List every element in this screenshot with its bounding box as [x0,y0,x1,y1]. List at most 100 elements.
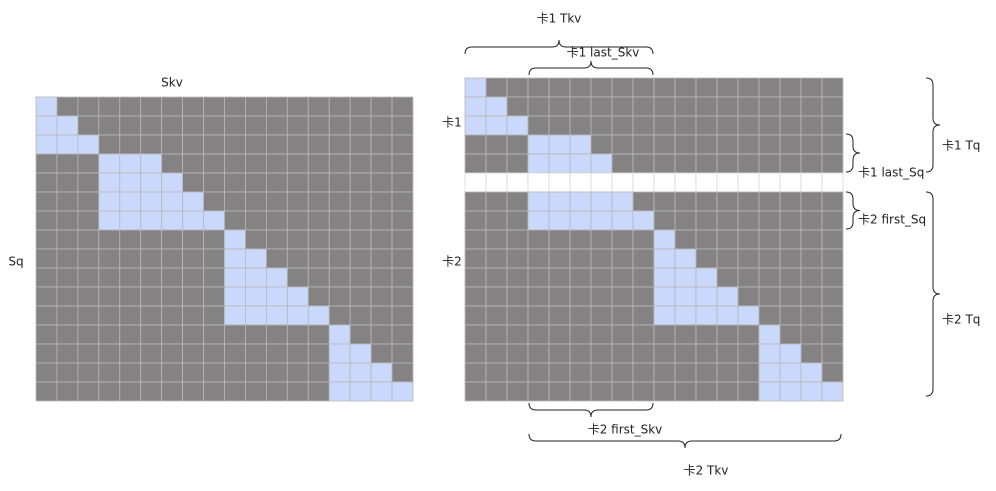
cell [569,381,592,402]
cell [265,96,288,117]
cell [98,362,121,383]
cell [161,172,184,193]
cell [506,267,529,288]
cell [779,362,802,383]
cell [119,381,142,402]
cell [265,305,288,326]
cell [77,172,100,193]
cell [286,115,309,136]
cell [569,362,592,383]
cell [77,191,100,212]
cell [821,248,844,269]
cell [349,343,372,364]
cell [35,381,58,402]
cell [245,324,267,345]
cell [611,324,634,345]
cell [611,267,634,288]
cell [119,115,142,136]
cell [548,210,571,231]
cell [653,115,676,136]
cell [161,286,184,307]
cell [527,362,550,383]
cell [779,191,802,212]
cell [119,210,142,231]
cell [328,343,351,364]
cell [821,77,844,98]
cell [737,191,760,212]
cell [716,267,739,288]
cell [307,343,330,364]
cell [119,305,142,326]
cell [245,115,267,136]
cell [328,229,351,250]
cell [674,134,697,155]
cell [119,172,142,193]
cell [370,191,393,212]
cell [506,96,529,117]
gap-cell [674,172,697,193]
cell [779,210,802,231]
cell [527,248,550,269]
brace-label: 卡1 last_Sq [858,166,924,180]
cell [569,343,592,364]
cell [716,229,739,250]
cell [548,381,571,402]
cell [182,229,204,250]
cell [349,324,372,345]
cell [391,343,414,364]
cell [307,115,330,136]
cell [35,153,58,174]
cell [56,191,79,212]
cell [265,210,288,231]
cell [695,77,718,98]
cell [161,267,184,288]
cell [485,229,508,250]
cell [779,134,802,155]
cell [506,248,529,269]
cell [716,362,739,383]
cell [265,153,288,174]
cell [245,362,267,383]
cell [391,286,414,307]
cell [224,115,246,136]
cell [203,381,225,402]
cell [737,248,760,269]
cell [674,153,697,174]
cell [98,305,121,326]
cell [224,248,246,269]
cell [695,153,718,174]
cell [35,229,58,250]
cell [328,248,351,269]
cell [737,343,760,364]
brace [925,191,941,397]
cell [548,324,571,345]
cell [590,134,613,155]
cell [548,96,571,117]
cell [35,248,58,269]
cell [800,191,823,212]
cell [349,229,372,250]
cell [245,343,267,364]
cell [758,229,781,250]
cell [548,362,571,383]
cell [485,362,508,383]
cell [779,229,802,250]
cell [98,153,121,174]
cell [391,115,414,136]
cell [737,305,760,326]
cell [98,210,121,231]
cell [611,343,634,364]
cell [464,381,487,402]
gap-cell [527,172,550,193]
brace-label: 卡1 Tkv [537,12,582,26]
cell [349,191,372,212]
cell [485,134,508,155]
cell [632,286,655,307]
cell [632,305,655,326]
cell [56,381,79,402]
cell [527,305,550,326]
cell [140,324,163,345]
cell [485,96,508,117]
cell [224,96,246,117]
cell [349,115,372,136]
